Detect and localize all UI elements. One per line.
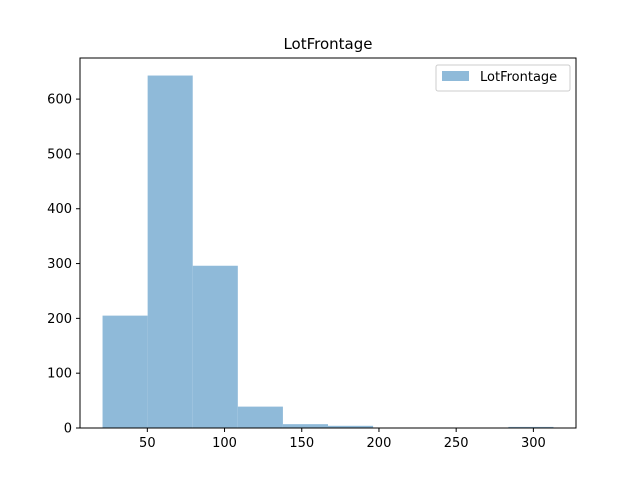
legend-label: LotFrontage — [480, 70, 557, 85]
y-tick-label-5: 500 — [47, 147, 72, 162]
x-tick-label-2: 150 — [289, 436, 314, 451]
x-axis: 50 100 150 200 250 300 — [139, 428, 546, 451]
y-tick-label-1: 100 — [47, 367, 72, 382]
x-tick-label-1: 100 — [212, 436, 237, 451]
histogram-bar-2 — [192, 265, 238, 428]
y-tick-label-4: 400 — [47, 202, 72, 217]
x-tick-label-0: 50 — [139, 436, 156, 451]
y-tick-label-6: 600 — [47, 93, 72, 108]
x-tick-label-5: 300 — [521, 436, 546, 451]
y-tick-label-2: 200 — [47, 312, 72, 327]
x-tick-label-3: 200 — [367, 436, 392, 451]
histogram-bar-3 — [237, 406, 283, 428]
legend-swatch — [442, 71, 469, 81]
y-axis: 0 100 200 300 400 500 600 — [47, 93, 80, 437]
legend: LotFrontage — [435, 64, 571, 92]
histogram-bar-9 — [508, 426, 554, 428]
plot-frame — [79, 57, 577, 429]
y-tick-label-3: 300 — [47, 257, 72, 272]
histogram-bar-0 — [102, 315, 148, 428]
histogram-bar-4 — [282, 424, 328, 428]
x-tick-label-4: 250 — [444, 436, 469, 451]
chart-title: LotFrontage — [283, 35, 372, 53]
bars-group — [102, 75, 554, 428]
histogram-bar-5 — [328, 425, 374, 428]
histogram-bar-1 — [147, 75, 193, 428]
y-tick-label-0: 0 — [64, 422, 72, 437]
legend-box — [435, 64, 571, 92]
